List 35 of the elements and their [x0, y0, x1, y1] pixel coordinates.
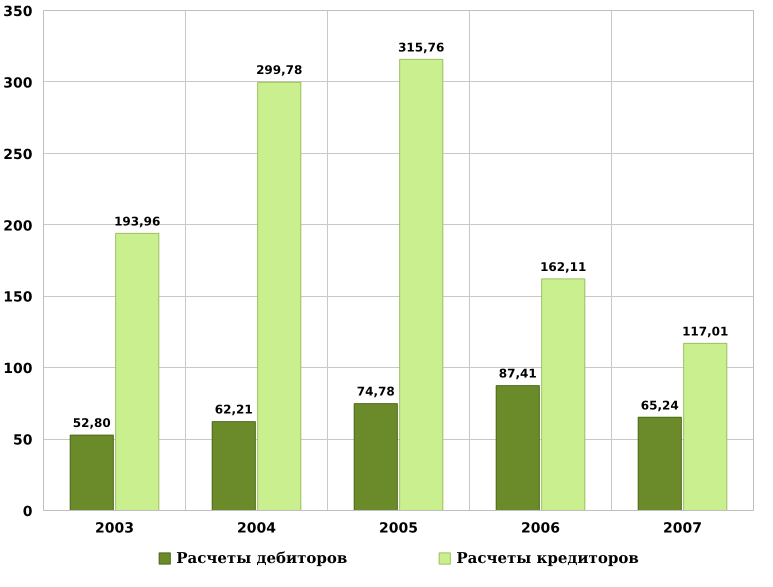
legend-label: Расчеты кредиторов — [456, 548, 639, 566]
x-tick-label: 2003 — [95, 520, 134, 536]
data-label: 117,01 — [682, 324, 728, 338]
y-tick-label: 200 — [3, 218, 33, 234]
data-label: 74,78 — [356, 384, 395, 399]
bar — [638, 416, 682, 510]
data-label: 299,78 — [256, 63, 302, 78]
data-label: 87,41 — [498, 366, 537, 381]
data-label: 65,24 — [640, 398, 679, 412]
bar — [496, 385, 540, 510]
bar — [354, 403, 398, 510]
data-label: 315,76 — [398, 40, 444, 54]
data-label: 62,21 — [214, 402, 253, 417]
x-tick-label: 2005 — [379, 520, 418, 536]
data-label: 162,11 — [540, 260, 586, 274]
bar — [257, 82, 302, 510]
x-tick-label: 2006 — [521, 520, 560, 536]
bar — [70, 434, 114, 510]
bar — [683, 342, 728, 510]
y-tick-label: 350 — [3, 4, 33, 20]
bar — [399, 58, 444, 510]
bar — [212, 421, 256, 510]
y-tick-label: 100 — [3, 361, 33, 378]
y-tick-label: 150 — [3, 290, 33, 306]
y-tick-label: 250 — [3, 146, 33, 163]
bar — [115, 232, 160, 510]
x-tick-label: 2004 — [237, 520, 276, 536]
data-label: 52,80 — [72, 416, 111, 430]
y-tick-label: 0 — [22, 504, 33, 520]
legend-label: Расчеты дебиторов — [176, 548, 348, 566]
y-tick-label: 300 — [3, 75, 33, 92]
bar — [541, 278, 586, 510]
data-label: 193,96 — [114, 214, 160, 228]
x-tick-label: 2007 — [663, 520, 702, 536]
y-tick-label: 50 — [13, 432, 33, 449]
